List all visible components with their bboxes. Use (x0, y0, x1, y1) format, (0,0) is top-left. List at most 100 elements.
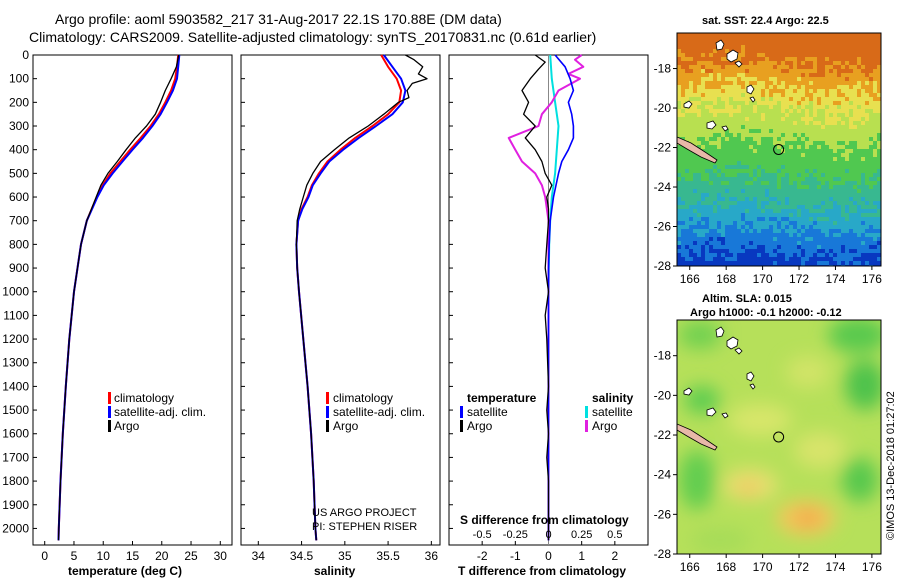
sst-cell (749, 221, 753, 225)
sst-cell (793, 81, 797, 85)
sst-cell (685, 41, 689, 45)
sst-cell (805, 165, 809, 169)
sst-cell (813, 117, 817, 121)
sst-cell (717, 209, 721, 213)
sst-cell (717, 153, 721, 157)
sst-cell (837, 221, 841, 225)
sst-cell (825, 161, 829, 165)
depth-tick-label: 1200 (2, 332, 29, 346)
sst-cell (681, 149, 685, 153)
sst-cell (789, 189, 793, 193)
sst-cell (773, 133, 777, 137)
sst-cell (777, 117, 781, 121)
sst-cell (741, 173, 745, 177)
sst-cell (861, 53, 865, 57)
sst-cell (793, 121, 797, 125)
sst-cell (865, 109, 869, 113)
sst-cell (789, 41, 793, 45)
sst-cell (845, 169, 849, 173)
sst-cell (873, 209, 877, 213)
sst-cell (873, 33, 877, 37)
sst-cell (693, 89, 697, 93)
sst-cell (777, 241, 781, 245)
sst-cell (781, 249, 785, 253)
sst-cell (677, 133, 681, 137)
sst-cell (809, 101, 813, 105)
sst-cell (801, 229, 805, 233)
sst-cell (729, 217, 733, 221)
sst-cell (773, 49, 777, 53)
sst-cell (853, 225, 857, 229)
sst-cell (689, 261, 693, 265)
sst-cell (861, 185, 865, 189)
sst-cell (749, 57, 753, 61)
sst-cell (741, 53, 745, 57)
sst-cell (805, 77, 809, 81)
sst-cell (721, 197, 725, 201)
sst-cell (685, 189, 689, 193)
sst-cell (737, 165, 741, 169)
sst-cell (681, 33, 685, 37)
sst-cell (741, 101, 745, 105)
sst-cell (825, 253, 829, 257)
sst-cell (805, 41, 809, 45)
sst-cell (717, 109, 721, 113)
sst-cell (781, 245, 785, 249)
map-x-tick-label: 172 (789, 272, 809, 286)
sst-cell (781, 37, 785, 41)
sst-cell (701, 141, 705, 145)
sst-cell (805, 225, 809, 229)
sst-cell (721, 145, 725, 149)
temperature-x-ticks: 0 5 10 15 20 25 30 (41, 541, 227, 563)
sst-cell (745, 117, 749, 121)
sst-cell (813, 153, 817, 157)
sst-cell (861, 245, 865, 249)
sst-cell (773, 61, 777, 65)
sst-cell (717, 261, 721, 265)
sst-cell (757, 125, 761, 129)
sst-cell (681, 45, 685, 49)
sst-cell (829, 89, 833, 93)
sst-cell (725, 157, 729, 161)
sst-cell (841, 101, 845, 105)
sst-cell (749, 185, 753, 189)
sst-cell (853, 57, 857, 61)
sst-cell (749, 93, 753, 97)
sst-cell (805, 125, 809, 129)
sst-cell (797, 165, 801, 169)
sst-cell (753, 77, 757, 81)
sst-cell (749, 137, 753, 141)
sst-cell (821, 105, 825, 109)
sst-cell (721, 249, 725, 253)
sst-cell (781, 129, 785, 133)
sst-cell (777, 209, 781, 213)
sst-cell (685, 97, 689, 101)
sst-cell (801, 97, 805, 101)
sst-cell (809, 97, 813, 101)
depth-tick-label: 600 (9, 190, 29, 204)
sst-cell (785, 85, 789, 89)
sst-cell (801, 85, 805, 89)
sst-cell (713, 57, 717, 61)
sst-cell (741, 129, 745, 133)
sst-cell (821, 181, 825, 185)
sst-cell (809, 113, 813, 117)
sst-cell (809, 105, 813, 109)
sst-cell (853, 209, 857, 213)
sst-cell (769, 153, 773, 157)
sst-cell (813, 61, 817, 65)
sst-cell (809, 217, 813, 221)
sst-cell (677, 69, 681, 73)
sst-cell (709, 197, 713, 201)
sst-cell (837, 121, 841, 125)
sst-cell (745, 157, 749, 161)
sst-cell (745, 125, 749, 129)
sst-cell (733, 257, 737, 261)
sst-cell (861, 257, 865, 261)
sst-cell (837, 181, 841, 185)
sst-cell (837, 229, 841, 233)
sst-cell (873, 85, 877, 89)
sst-cell (845, 201, 849, 205)
sst-cell (833, 233, 837, 237)
sst-cell (729, 169, 733, 173)
